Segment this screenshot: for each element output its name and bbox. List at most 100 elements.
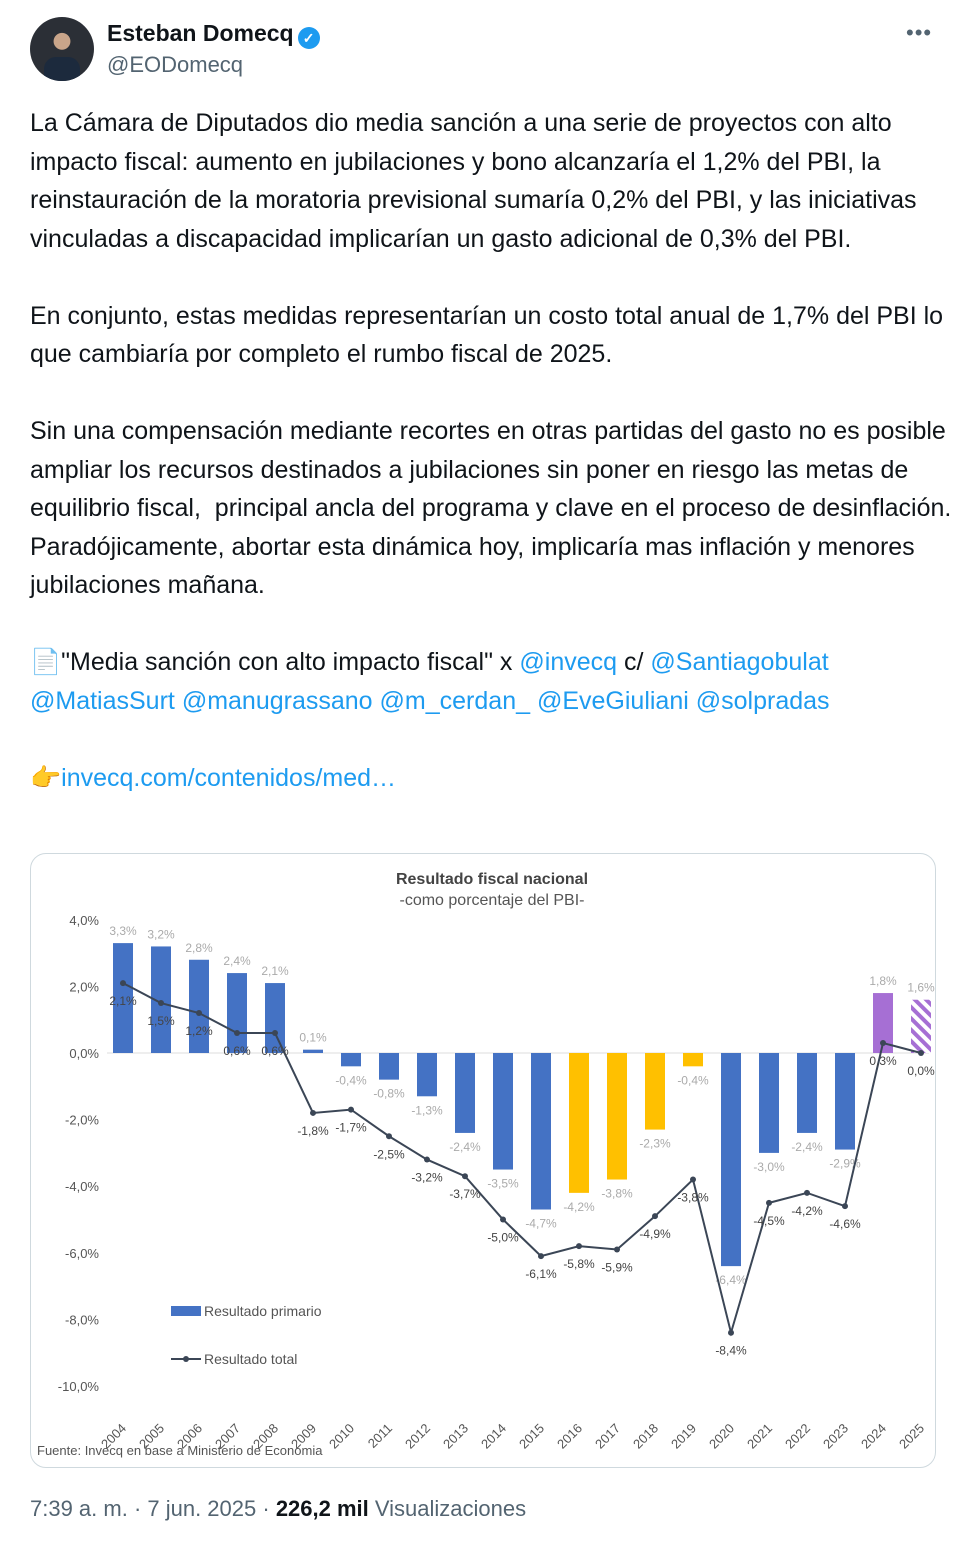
bar-2017 (607, 1053, 627, 1180)
bar-label: -4,2% (563, 1200, 595, 1214)
document-icon: 📄 (30, 648, 62, 676)
bar-2005 (151, 946, 171, 1053)
bar-2023 (835, 1053, 855, 1150)
bar-label: 1,8% (869, 974, 897, 988)
mention-link[interactable]: @m_cerdan_ (379, 686, 530, 715)
avatar[interactable] (30, 17, 94, 81)
line-point-2022 (804, 1189, 810, 1196)
mention-link[interactable]: @manugrassano (181, 686, 373, 715)
more-horizontal-icon[interactable]: ••• (906, 20, 933, 45)
line-point-2014 (500, 1216, 506, 1223)
line-point-2013 (462, 1173, 468, 1180)
bar-2010 (341, 1053, 361, 1067)
legend-swatch-bar (171, 1306, 201, 1316)
line-label: -5,8% (563, 1257, 595, 1271)
author-handle[interactable]: @EODomecq (107, 52, 244, 77)
line-point-2015 (538, 1253, 544, 1260)
bar-2016 (569, 1053, 589, 1193)
bar-label: -0,8% (373, 1087, 405, 1101)
bar-label: 3,3% (109, 924, 137, 938)
x-tick-label: 2022 (782, 1421, 813, 1452)
report-title: "Media sanción con alto impacto fiscal" … (61, 648, 520, 676)
line-label: -3,2% (411, 1171, 443, 1185)
line-point-2008 (272, 1030, 278, 1037)
line-label: 1,2% (185, 1024, 213, 1038)
bar-label: 3,2% (147, 927, 175, 941)
bar-2018 (645, 1053, 665, 1130)
external-link[interactable]: invecq.com/contenidos/med… (61, 763, 397, 792)
line-label: 2,1% (109, 994, 137, 1008)
mention-link[interactable]: @MatiasSurt (30, 686, 175, 715)
bar-label: -2,3% (639, 1137, 671, 1151)
line-label: 1,5% (147, 1014, 175, 1028)
bar-2020 (721, 1053, 741, 1267)
bar-2007 (227, 973, 247, 1053)
line-label: 0,6% (223, 1044, 251, 1058)
x-tick-label: 2012 (402, 1421, 433, 1452)
x-tick-label: 2013 (440, 1421, 471, 1452)
x-tick-label: 2019 (668, 1421, 699, 1452)
bar-2006 (189, 959, 209, 1053)
chart-svg: Resultado fiscal nacional -como porcenta… (37, 871, 935, 1458)
mention-link[interactable]: @EveGiuliani (536, 686, 689, 715)
x-tick-label: 2018 (630, 1421, 661, 1452)
x-tick-label: 2025 (896, 1421, 927, 1452)
bar-2008 (265, 983, 285, 1053)
mention-link[interactable]: @Santiagobulat (650, 648, 829, 676)
chart-image[interactable]: Resultado fiscal nacional -como porcenta… (30, 853, 936, 1468)
legend: Resultado primario Resultado total (171, 1303, 322, 1367)
x-tick-label: 2014 (478, 1421, 509, 1452)
line-point-2021 (766, 1199, 772, 1206)
timestamp[interactable]: 7:39 a. m. · 7 jun. 2025 · (30, 1496, 276, 1521)
bar-2011 (379, 1053, 399, 1080)
bar-label: -2,9% (829, 1157, 861, 1171)
line-label: -4,6% (829, 1217, 861, 1231)
line-label: -4,5% (753, 1214, 785, 1228)
bar-label: -3,0% (753, 1160, 785, 1174)
mention-link[interactable]: @invecq (519, 648, 618, 676)
line-point-2023 (842, 1203, 848, 1210)
line-label: 0,0% (907, 1064, 935, 1078)
verified-badge-icon: ✓ (297, 27, 320, 49)
bar-2015 (531, 1053, 551, 1210)
chart-subtitle: -como porcentaje del PBI- (400, 892, 585, 909)
bar-label: -0,4% (677, 1073, 709, 1087)
x-tick-label: 2017 (592, 1421, 623, 1452)
paragraph: En conjunto, estas medidas representaría… (30, 301, 951, 369)
line-point-2011 (386, 1133, 392, 1140)
x-tick-label: 2010 (326, 1421, 357, 1452)
x-tick-label: 2021 (744, 1421, 775, 1452)
line-label: 0,3% (869, 1054, 897, 1068)
bar-label: -3,8% (601, 1187, 633, 1201)
y-tick-label: -2,0% (65, 1113, 99, 1128)
legend-marker (183, 1356, 189, 1362)
tweet-text: La Cámara de Diputados dio media sanción… (30, 104, 955, 797)
x-tick-label: 2020 (706, 1421, 737, 1452)
legend-label: Resultado primario (204, 1303, 322, 1319)
line-point-2009 (310, 1109, 316, 1116)
line-point-2020 (728, 1329, 734, 1336)
y-tick-label: 4,0% (69, 913, 99, 928)
line-label: -3,7% (449, 1187, 481, 1201)
line-point-2017 (614, 1246, 620, 1253)
x-tick-label: 2023 (820, 1421, 851, 1452)
line-point-2016 (576, 1243, 582, 1250)
line-label: -2,5% (373, 1147, 405, 1161)
line-label: -4,9% (639, 1227, 671, 1241)
bar-label: -3,5% (487, 1177, 519, 1191)
bar-2025 (911, 999, 931, 1053)
mention-link[interactable]: @solpradas (695, 686, 830, 715)
bar-label: -0,4% (335, 1073, 367, 1087)
x-tick-label: 2016 (554, 1421, 585, 1452)
line-label: -8,4% (715, 1344, 747, 1358)
bar-2021 (759, 1053, 779, 1153)
bar-2004 (113, 943, 133, 1053)
bar-2013 (455, 1053, 475, 1133)
paragraph: Sin una compensación mediante recortes e… (30, 417, 959, 599)
author-name[interactable]: Esteban Domecq ✓ (107, 20, 320, 49)
x-tick-label: 2024 (858, 1421, 889, 1452)
view-count: 226,2 mil (275, 1496, 369, 1521)
line-point-2010 (348, 1106, 354, 1113)
bar-2022 (797, 1053, 817, 1133)
line-label: 0,6% (261, 1044, 289, 1058)
